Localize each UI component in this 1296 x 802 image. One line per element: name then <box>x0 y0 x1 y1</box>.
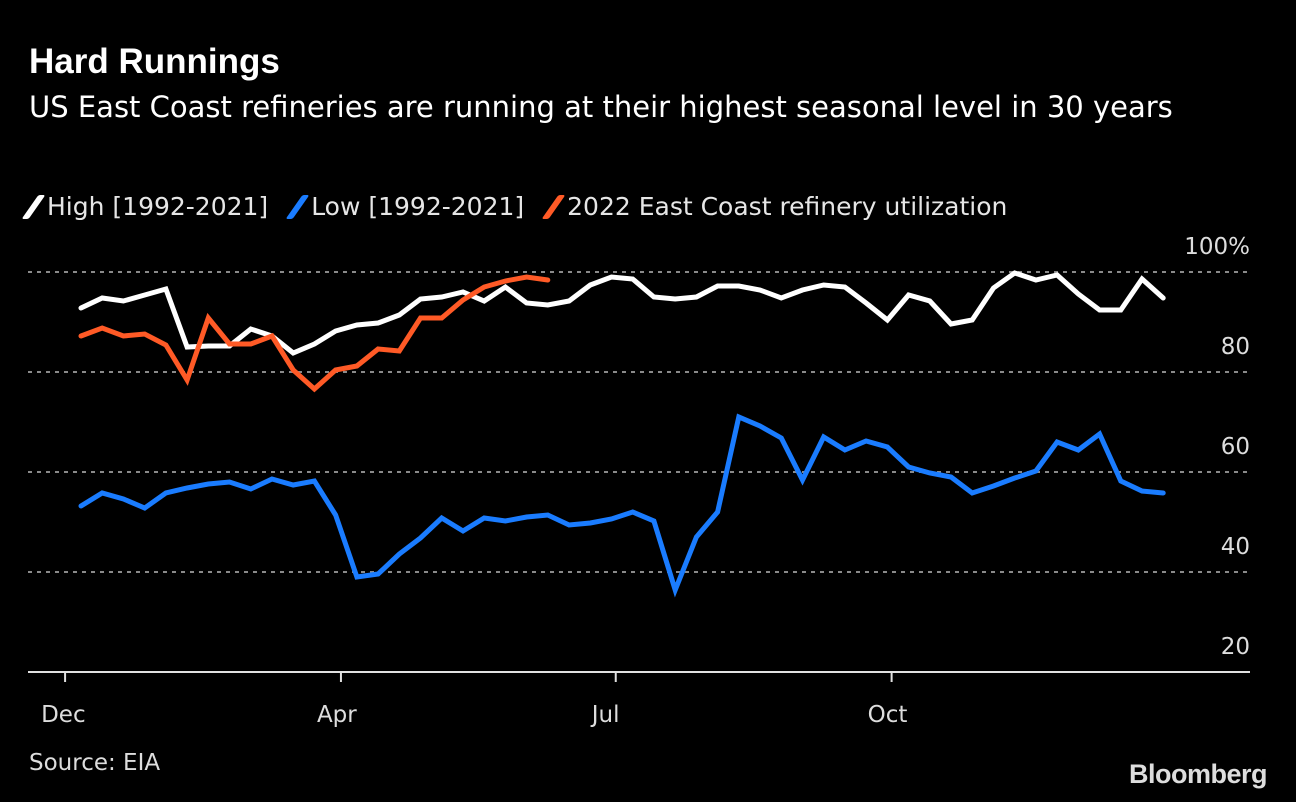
y-tick-label-80: 80 <box>1221 334 1250 360</box>
legend-label-low: Low [1992-2021] <box>311 192 525 221</box>
legend-item-high: High [1992-2021] <box>21 192 269 221</box>
series-points-low <box>80 416 1164 591</box>
chart-title: Hard Runnings <box>29 42 280 81</box>
legend-item-2022: 2022 East Coast refinery utilization <box>541 192 1008 221</box>
chart-subtitle: US East Coast refineries are running at … <box>29 90 1173 124</box>
series-line-low <box>78 413 1166 598</box>
x-tick-label-jul: Jul <box>590 702 620 728</box>
legend: High [1992-2021] Low [1992-2021] 2022 Ea… <box>21 192 1008 221</box>
series-line-high <box>78 270 1166 356</box>
x-tick-label-apr: Apr <box>317 702 357 728</box>
y-tick-label-40: 40 <box>1221 534 1250 560</box>
series-points-2022 <box>80 276 548 390</box>
y-tick-label-100: 100% <box>1184 234 1250 260</box>
x-tick-label-oct: Oct <box>868 702 908 728</box>
y-tick-label-60: 60 <box>1221 434 1250 460</box>
legend-item-low: Low [1992-2021] <box>285 192 525 221</box>
legend-label-2022: 2022 East Coast refinery utilization <box>567 192 1008 221</box>
legend-label-high: High [1992-2021] <box>47 192 269 221</box>
source-note: Source: EIA <box>29 750 161 776</box>
y-tick-label-20: 20 <box>1221 634 1250 660</box>
bloomberg-logo: Bloomberg <box>1128 759 1268 789</box>
x-tick-label-dec: Dec <box>41 702 86 728</box>
